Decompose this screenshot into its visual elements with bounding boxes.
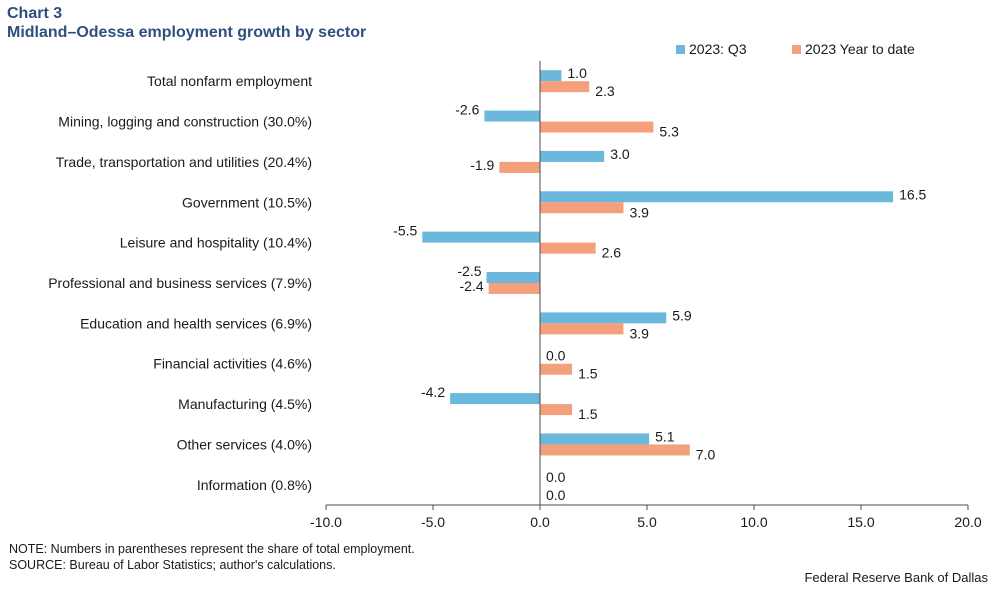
data-label-1-2: -1.9 [470, 157, 494, 173]
category-label-0: Total nonfarm employment [147, 73, 312, 89]
bar-0-3 [540, 191, 894, 203]
bar-1-1 [540, 121, 654, 133]
data-label-0-5: -2.5 [457, 263, 481, 279]
chart-title: Midland–Odessa employment growth by sect… [7, 24, 367, 41]
data-label-1-5: -2.4 [460, 278, 484, 294]
x-tick-label-1: -5.0 [421, 514, 445, 530]
bar-1-4 [540, 242, 596, 254]
x-tick-label-2: 0.0 [530, 514, 550, 530]
category-label-3: Government (10.5%) [182, 194, 312, 210]
data-label-0-4: -5.5 [393, 223, 417, 239]
chart-label: Chart 3 [7, 5, 63, 22]
data-label-0-3: 16.5 [899, 186, 926, 202]
bar-1-8 [540, 404, 573, 416]
data-label-0-8: -4.2 [421, 384, 445, 400]
data-label-1-7: 1.5 [578, 366, 598, 382]
bar-1-2 [499, 161, 540, 173]
data-label-0-1: -2.6 [455, 102, 479, 118]
bar-1-6 [540, 323, 624, 335]
data-label-1-3: 3.9 [629, 204, 649, 220]
category-label-4: Leisure and hospitality (10.4%) [120, 235, 312, 251]
data-label-1-4: 2.6 [602, 245, 622, 261]
bar-0-5 [486, 272, 540, 283]
x-tick-label-0: -10.0 [310, 514, 342, 530]
legend-swatch-1 [792, 45, 801, 54]
data-label-0-9: 5.1 [655, 428, 675, 444]
x-tick-label-4: 10.0 [740, 514, 767, 530]
data-label-1-0: 2.3 [595, 83, 615, 99]
category-label-2: Trade, transportation and utilities (20.… [56, 154, 312, 170]
chart-footer: NOTE: Numbers in parentheses represent t… [9, 541, 415, 573]
bar-1-9 [540, 444, 690, 456]
footnote-source: SOURCE: Bureau of Labor Statistics; auth… [9, 558, 336, 572]
bar-1-3 [540, 202, 624, 214]
category-label-9: Other services (4.0%) [177, 436, 312, 452]
legend-label-1: 2023 Year to date [805, 41, 915, 57]
bar-0-0 [540, 70, 562, 82]
x-tick-label-3: 5.0 [637, 514, 657, 530]
data-label-0-2: 3.0 [610, 146, 630, 162]
footnote-note: NOTE: Numbers in parentheses represent t… [9, 542, 415, 556]
data-label-1-8: 1.5 [578, 406, 598, 422]
legend-label-0: 2023: Q3 [689, 41, 747, 57]
credit-line: Federal Reserve Bank of Dallas [804, 570, 988, 585]
category-label-7: Financial activities (4.6%) [153, 356, 312, 372]
legend-swatch-0 [676, 45, 685, 54]
x-tick-label-5: 15.0 [847, 514, 874, 530]
data-label-0-0: 1.0 [567, 65, 587, 81]
bar-1-7 [540, 363, 573, 375]
bar-0-9 [540, 433, 650, 445]
data-label-0-7: 0.0 [546, 348, 566, 364]
data-label-1-1: 5.3 [659, 124, 679, 140]
category-label-10: Information (0.8%) [197, 477, 312, 493]
bar-0-1 [484, 110, 540, 122]
bar-0-2 [540, 150, 605, 162]
bar-0-6 [540, 312, 667, 324]
data-label-0-10: 0.0 [546, 469, 566, 485]
bar-1-5 [488, 283, 540, 294]
bar-0-4 [422, 231, 540, 243]
category-label-8: Manufacturing (4.5%) [178, 396, 312, 412]
data-label-0-6: 5.9 [672, 307, 692, 323]
category-label-6: Education and health services (6.9%) [80, 315, 312, 331]
category-label-5: Professional and business services (7.9%… [48, 275, 312, 291]
x-tick-label-6: 20.0 [954, 514, 981, 530]
data-label-1-10: 0.0 [546, 487, 566, 503]
data-label-1-6: 3.9 [629, 325, 649, 341]
bar-1-0 [540, 81, 590, 93]
data-label-1-9: 7.0 [696, 446, 716, 462]
chart-header: Chart 3 Midland–Odessa employment growth… [7, 4, 366, 42]
category-label-1: Mining, logging and construction (30.0%) [58, 114, 312, 130]
bar-0-8 [450, 393, 540, 405]
